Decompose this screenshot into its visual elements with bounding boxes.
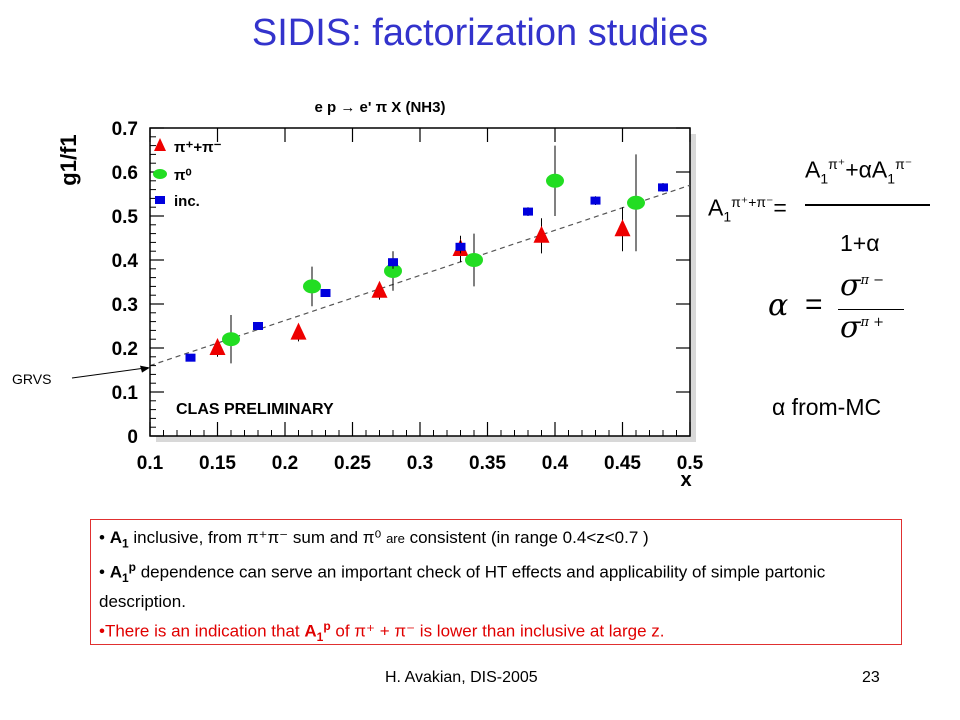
x-tick-label: 0.5 bbox=[677, 453, 704, 474]
bullet-1: • A1 inclusive, from π⁺π⁻ sum and π⁰ are… bbox=[99, 528, 649, 551]
data-point-square bbox=[590, 196, 601, 205]
data-point-circle bbox=[303, 279, 321, 294]
grvs-label: GRVS bbox=[12, 371, 51, 387]
chart-title: e p → e' π X (NH3) bbox=[315, 99, 446, 116]
x-tick-label: 0.2 bbox=[272, 453, 298, 474]
formula-lhs: A1π⁺+π⁻= bbox=[708, 194, 787, 225]
y-tick-label: 0.1 bbox=[112, 383, 139, 404]
fraction-bar bbox=[805, 204, 930, 206]
y-tick-label: 0 bbox=[127, 427, 138, 448]
data-point-square bbox=[388, 258, 398, 267]
x-tick-label: 0.45 bbox=[604, 453, 641, 474]
formula-denominator: 1+α bbox=[840, 230, 880, 256]
grvs-arrowhead bbox=[140, 365, 150, 373]
bullet-box: • A1 inclusive, from π⁺π⁻ sum and π⁰ are… bbox=[90, 519, 902, 645]
y-tick-label: 0.2 bbox=[112, 339, 138, 360]
data-point-circle bbox=[627, 195, 645, 210]
data-point-square bbox=[185, 353, 196, 362]
data-point-square bbox=[455, 242, 466, 251]
y-tick-label: 0.3 bbox=[112, 295, 138, 316]
y-axis-label: g1/f1 bbox=[56, 134, 81, 185]
data-point-circle bbox=[222, 332, 240, 347]
alpha-note: α from-MC bbox=[772, 394, 882, 420]
alpha-def-equals: = bbox=[805, 288, 823, 321]
chart-annotation: CLAS PRELIMINARY bbox=[176, 401, 334, 418]
x-axis-label: x bbox=[680, 469, 691, 491]
grvs-curve bbox=[149, 184, 691, 367]
data-point-triangle bbox=[290, 322, 307, 340]
alpha-def-lhs: α bbox=[768, 288, 789, 323]
sigma-denominator: σπ + bbox=[840, 310, 885, 345]
y-tick-label: 0.7 bbox=[112, 119, 138, 140]
bullet-3: •There is an indication that A1p of π⁺ +… bbox=[99, 619, 665, 645]
data-point-triangle bbox=[371, 280, 388, 298]
x-tick-label: 0.35 bbox=[469, 453, 506, 474]
slide-title: SIDIS: factorization studies bbox=[251, 12, 709, 54]
page-number: 23 bbox=[862, 669, 880, 686]
plot-frame bbox=[149, 127, 691, 437]
x-tick-label: 0.1 bbox=[137, 453, 164, 474]
data-point-triangle bbox=[614, 219, 631, 237]
y-tick-label: 0.5 bbox=[112, 207, 139, 228]
data-point-square bbox=[253, 322, 263, 330]
bullet-2: • A1p dependence can serve an important … bbox=[99, 560, 826, 612]
y-tick-label: 0.6 bbox=[112, 163, 138, 184]
legend-label: π⁰ bbox=[174, 167, 192, 184]
data-point-circle bbox=[465, 253, 483, 267]
data-point-circle bbox=[384, 264, 402, 278]
legend-label: π⁺+π⁻ bbox=[174, 139, 222, 156]
x-tick-label: 0.25 bbox=[334, 453, 371, 474]
formula-numerator: A1π⁺+αA1π⁻ bbox=[805, 156, 913, 187]
y-tick-label: 0.4 bbox=[112, 251, 139, 272]
data-point-square bbox=[658, 183, 668, 192]
x-tick-label: 0.4 bbox=[542, 453, 569, 474]
data-point-square bbox=[523, 207, 533, 216]
legend-marker-circle bbox=[153, 169, 167, 179]
legend-label: inc. bbox=[174, 193, 200, 210]
x-tick-label: 0.3 bbox=[407, 453, 433, 474]
sigma-numerator: σπ − bbox=[840, 268, 885, 303]
data-point-circle bbox=[546, 173, 564, 188]
data-point-triangle bbox=[209, 338, 226, 355]
data-point-triangle bbox=[533, 225, 550, 243]
alpha-fraction-bar bbox=[838, 309, 904, 310]
data-point-square bbox=[320, 289, 331, 297]
legend-marker-triangle bbox=[154, 138, 166, 151]
legend-marker-square bbox=[155, 196, 165, 204]
x-tick-label: 0.15 bbox=[199, 453, 236, 474]
grvs-arrow bbox=[71, 367, 149, 379]
footer-author: H. Avakian, DIS-2005 bbox=[385, 669, 538, 686]
